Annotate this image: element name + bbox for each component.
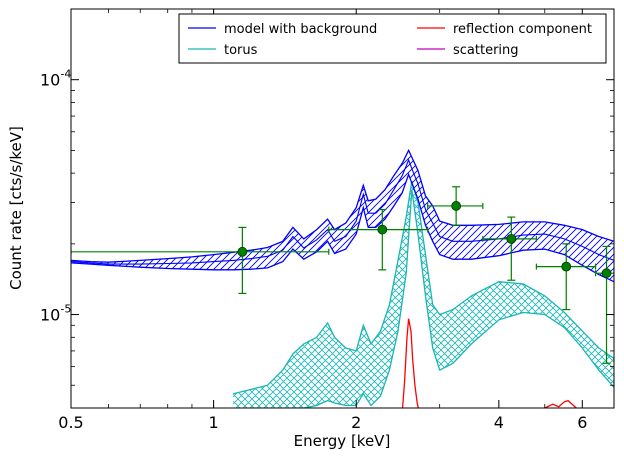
y-tick-label: 10-5 [40,303,71,325]
model-band-fill [71,150,614,282]
legend-label-torus: torus [224,43,258,58]
x-axis-label: Energy [keV] [294,432,391,450]
x-tick-label: 0.5 [58,413,83,432]
torus-band-fill [233,181,614,408]
data-marker [377,224,388,235]
reflection-line [401,318,578,408]
legend-label-reflection: reflection component [453,22,592,37]
data-marker [451,201,462,211]
y-axis-label: Count rate [cts/s/keV] [7,126,25,290]
model-best-line [71,158,614,265]
data-point-1 [71,226,330,295]
data-marker [237,246,248,257]
torus-upper-line [233,180,614,395]
data-marker [561,261,572,272]
y-tick-exponent: -4 [60,68,71,81]
data-point-4 [482,216,537,281]
model-upper-line [71,148,614,263]
legend: model with background reflection compone… [178,13,607,64]
x-tick-label: 1 [209,413,219,432]
torus-lower-line [290,189,614,408]
x-tick-label: 4 [494,413,504,432]
legend-label-model: model with background [224,22,377,37]
data-point-5 [535,243,597,311]
legend-label-scattering: scattering [453,43,519,58]
data-point-2 [328,208,429,271]
data-marker [601,268,612,279]
y-tick-label: 10-4 [40,68,71,90]
data-point-3 [427,186,484,226]
axes-frame [70,8,615,409]
axis-ticks: 0.5 1 2 4 6 10-5 10-4 [40,8,615,432]
x-tick-label: 6 [577,413,587,432]
model-lower-line [71,172,614,283]
plot-area [71,148,614,408]
x-tick-label: 2 [351,413,361,432]
y-tick-exponent: -5 [60,303,71,316]
data-marker [506,233,517,244]
legend-box [178,13,607,64]
data-point-6 [594,245,614,364]
